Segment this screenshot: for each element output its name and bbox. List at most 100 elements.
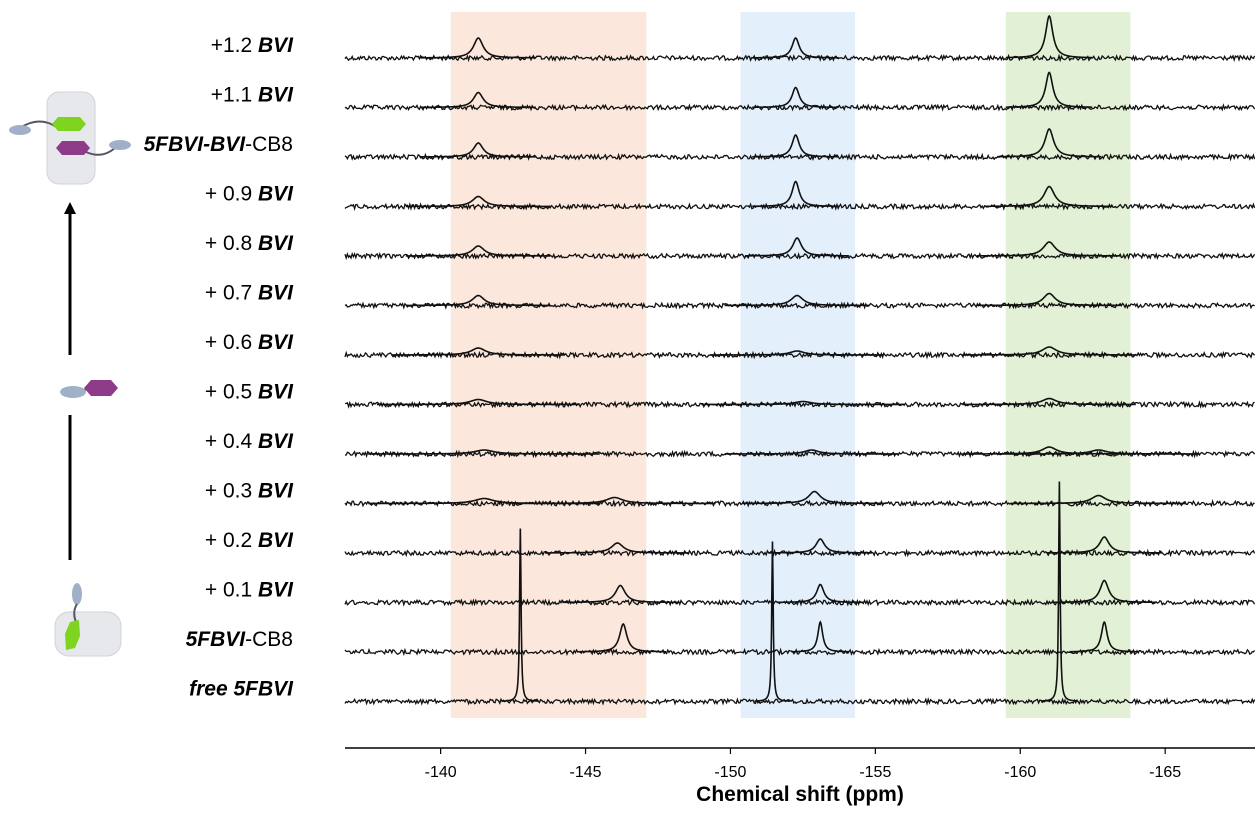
peak [997, 449, 1200, 455]
peak [544, 542, 690, 554]
trace-label: + 0.6 BVI [205, 331, 294, 354]
peak [1046, 536, 1162, 554]
spectra [344, 14, 1255, 707]
label-part: BVI [258, 430, 294, 453]
peak [405, 245, 551, 257]
x-axis: -140 -145 -150 -155 -160 -165 [345, 747, 1255, 781]
x-axis-title: Chemical shift (ppm) [696, 783, 904, 806]
cb8-cartoon [54, 611, 122, 657]
peak [1052, 579, 1157, 604]
peak [791, 620, 849, 653]
trace-label: + 0.4 BVI [205, 430, 294, 453]
peak [754, 541, 791, 702]
baseline-noise [344, 152, 1255, 162]
baseline-noise [344, 499, 1255, 508]
label-part: BVI [258, 579, 294, 602]
trace-label: +1.2 BVI [211, 34, 294, 57]
label-part: 5FBVI [186, 628, 247, 651]
peak [405, 294, 551, 307]
label-part: + 0.3 [205, 480, 258, 503]
label-part: + 0.8 [205, 232, 258, 255]
peak [391, 347, 565, 356]
peak [962, 446, 1136, 455]
trace-label: + 0.5 BVI [205, 381, 294, 404]
peak [724, 449, 899, 455]
peak [1005, 14, 1093, 59]
trace-label: + 0.7 BVI [205, 282, 294, 305]
trace-label: + 0.3 BVI [205, 480, 294, 503]
peak [985, 185, 1113, 208]
label-part: +1.2 [211, 34, 258, 57]
label-part: 5FBVI-BVI [144, 133, 247, 156]
baseline-noise [344, 251, 1255, 261]
label-part: + 0.7 [205, 282, 258, 305]
highlight-regions [450, 12, 1131, 718]
baseline-noise [344, 53, 1255, 63]
baseline-noise [344, 697, 1255, 707]
peak [742, 490, 887, 505]
peak [405, 195, 551, 208]
trace-label: + 0.8 BVI [205, 232, 294, 255]
highlight-region [1005, 12, 1131, 718]
label-part: -CB8 [245, 133, 293, 156]
trace-label: 5FBVI-BVI-CB8 [144, 133, 293, 156]
end-group [109, 140, 131, 150]
peak [502, 528, 539, 702]
peak [752, 134, 839, 158]
schematic [9, 91, 131, 657]
peak [368, 449, 600, 455]
peak [1005, 71, 1093, 108]
label-part: BVI [258, 381, 294, 404]
end-group [60, 386, 86, 398]
label-part: BVI [258, 282, 294, 305]
label-part: BVI [258, 331, 294, 354]
x-tick-label: -160 [1004, 764, 1036, 781]
label-part: BVI [258, 183, 294, 206]
label-part: + 0.5 [205, 381, 258, 404]
peak [513, 496, 716, 505]
green-hexagon [52, 117, 86, 131]
peak [752, 180, 839, 208]
trace-label: + 0.2 BVI [205, 529, 294, 552]
green-hexagon [65, 620, 80, 650]
end-group [72, 583, 82, 605]
label-part: BVI [258, 34, 294, 57]
peak [997, 128, 1102, 158]
label-part: free 5FBVI [189, 678, 294, 701]
label-part: + 0.9 [205, 183, 258, 206]
peak [752, 86, 839, 109]
peak [710, 350, 884, 356]
label-part: BVI [258, 232, 294, 255]
peak [776, 583, 864, 604]
linker [73, 603, 78, 623]
peak [420, 91, 536, 109]
label-part: BVI [258, 84, 294, 107]
label-part: + 0.4 [205, 430, 258, 453]
x-tick-label: -145 [570, 764, 602, 781]
end-group [9, 125, 31, 135]
purple-hexagon [84, 380, 118, 396]
peak [976, 292, 1122, 307]
peak [962, 397, 1136, 406]
trace-label: 5FBVI-CB8 [186, 628, 293, 651]
x-tick-label: -165 [1149, 764, 1181, 781]
peak [962, 346, 1136, 356]
trace-label: + 0.1 BVI [205, 579, 294, 602]
peak [724, 294, 870, 307]
peak [752, 37, 839, 59]
peak [1041, 481, 1078, 702]
peak [768, 538, 873, 554]
label-part: BVI [258, 480, 294, 503]
label-part: BVI [258, 529, 294, 552]
cb8-cartoon [46, 91, 96, 185]
baseline-noise [344, 598, 1255, 607]
peak [562, 584, 678, 604]
x-tick-label: -155 [859, 764, 891, 781]
label-part: -CB8 [245, 628, 293, 651]
highlight-region [740, 12, 856, 718]
peak [1069, 621, 1140, 653]
peak [976, 241, 1122, 257]
peak [579, 623, 667, 653]
